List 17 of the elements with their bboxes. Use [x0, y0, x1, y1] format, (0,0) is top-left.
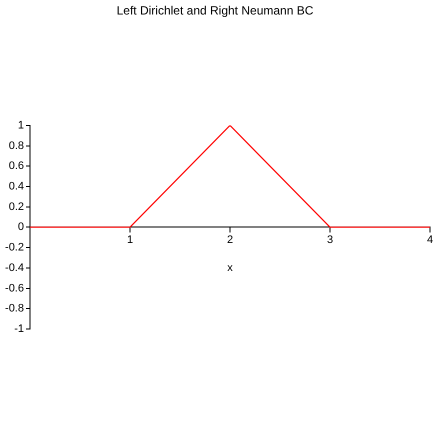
- y-tick-label: -0.8: [5, 302, 24, 315]
- x-axis-title: x: [227, 262, 234, 274]
- y-tick-label: 0: [18, 221, 24, 234]
- y-tick-label: -0.4: [5, 262, 24, 274]
- x-tick-label: 1: [126, 234, 134, 246]
- x-tick-label: 2: [226, 234, 234, 246]
- x-tick-label: 3: [326, 234, 334, 246]
- y-tick-label: -0.6: [5, 282, 24, 294]
- y-tick-label: 0.4: [8, 180, 24, 193]
- y-tick-label: -0.2: [5, 242, 24, 254]
- chart-title: Left Dirichlet and Right Neumann BC: [116, 4, 314, 18]
- y-tick-label: 0.8: [8, 140, 24, 152]
- y-tick-label: 1: [18, 119, 24, 132]
- y-tick-label: 0.2: [8, 200, 24, 213]
- y-tick-label: -1: [14, 323, 24, 336]
- y-tick-label: 0.6: [8, 160, 24, 172]
- x-tick-label: 4: [426, 234, 434, 246]
